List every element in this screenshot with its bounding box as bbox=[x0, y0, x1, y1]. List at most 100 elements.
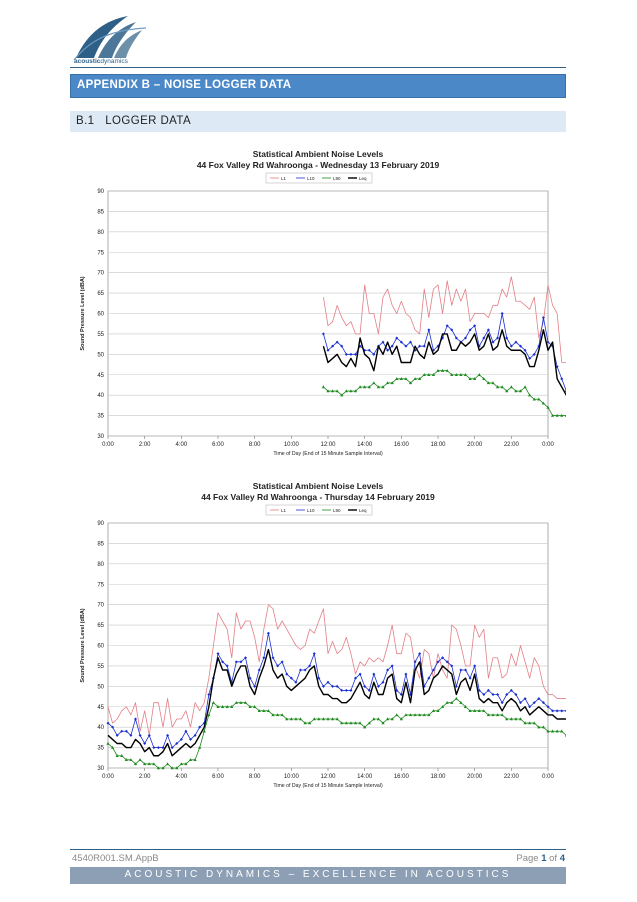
data-point bbox=[298, 717, 303, 721]
data-point bbox=[321, 717, 326, 721]
data-point bbox=[463, 373, 468, 376]
data-point bbox=[106, 741, 110, 745]
data-point bbox=[564, 389, 566, 393]
data-point bbox=[386, 668, 390, 672]
y-tick-label: 70 bbox=[97, 603, 104, 609]
data-point bbox=[248, 705, 252, 708]
data-point bbox=[225, 705, 229, 708]
data-point bbox=[550, 413, 555, 417]
data-point bbox=[207, 713, 211, 717]
data-point bbox=[152, 746, 156, 750]
data-point bbox=[404, 377, 408, 381]
data-point bbox=[404, 672, 408, 676]
data-point bbox=[413, 377, 417, 381]
data-point bbox=[427, 328, 431, 332]
data-point bbox=[156, 746, 160, 750]
data-point bbox=[546, 705, 550, 709]
data-point bbox=[367, 688, 371, 692]
data-point bbox=[330, 389, 335, 393]
data-point bbox=[110, 745, 115, 749]
y-tick-label: 75 bbox=[97, 582, 104, 588]
data-point bbox=[386, 348, 390, 352]
data-point bbox=[289, 717, 293, 721]
data-point bbox=[473, 324, 477, 328]
data-point bbox=[445, 700, 449, 704]
data-point bbox=[495, 385, 500, 389]
y-tick-label: 55 bbox=[97, 332, 104, 338]
data-point bbox=[234, 660, 238, 664]
y-tick-label: 45 bbox=[97, 373, 104, 379]
data-point bbox=[445, 368, 449, 372]
x-tick-label: 22:00 bbox=[504, 774, 520, 780]
series-l90 bbox=[106, 696, 566, 770]
data-point bbox=[184, 762, 188, 766]
y-tick-label: 75 bbox=[97, 250, 104, 256]
data-point bbox=[445, 660, 449, 664]
data-point bbox=[285, 672, 289, 676]
appendix-title: APPENDIX B – NOISE LOGGER DATA bbox=[77, 79, 292, 91]
data-point bbox=[340, 393, 344, 397]
data-point bbox=[486, 381, 491, 385]
data-point bbox=[495, 713, 500, 717]
data-point bbox=[532, 721, 536, 725]
data-point bbox=[376, 717, 381, 721]
data-point bbox=[312, 652, 316, 656]
data-point bbox=[143, 742, 147, 745]
data-point bbox=[138, 733, 142, 737]
x-tick-label: 6:00 bbox=[212, 774, 224, 780]
section-heading: B.1 LOGGER DATA bbox=[76, 115, 192, 127]
data-point bbox=[459, 700, 463, 704]
data-point bbox=[468, 377, 472, 381]
data-point bbox=[335, 684, 339, 688]
x-tick-label: 8:00 bbox=[249, 442, 261, 448]
data-point bbox=[303, 721, 307, 725]
data-point bbox=[532, 352, 536, 356]
data-point bbox=[431, 668, 435, 672]
data-point bbox=[486, 328, 490, 332]
legend-label-l1: L1 bbox=[281, 508, 287, 513]
data-point bbox=[541, 725, 546, 729]
data-point bbox=[491, 340, 495, 344]
data-point bbox=[326, 717, 330, 721]
data-point bbox=[390, 381, 394, 385]
x-tick-label: 12:00 bbox=[320, 774, 336, 780]
data-point bbox=[152, 762, 156, 766]
data-point bbox=[120, 729, 124, 733]
data-point bbox=[404, 344, 408, 348]
data-point bbox=[221, 660, 225, 664]
y-tick-label: 30 bbox=[97, 434, 104, 440]
data-point bbox=[175, 742, 179, 745]
data-point bbox=[395, 377, 399, 381]
chart-title: Statistical Ambient Noise Levels bbox=[253, 481, 384, 491]
y-tick-label: 45 bbox=[97, 705, 104, 711]
data-point bbox=[464, 336, 467, 340]
data-point bbox=[514, 389, 518, 393]
data-point bbox=[514, 340, 518, 344]
data-point bbox=[413, 713, 417, 717]
data-point bbox=[367, 348, 371, 352]
series-line-l1 bbox=[107, 604, 566, 736]
data-point bbox=[473, 377, 477, 381]
data-point bbox=[358, 672, 362, 676]
data-point bbox=[354, 352, 357, 356]
data-point bbox=[381, 721, 385, 725]
data-point bbox=[294, 717, 298, 721]
data-point bbox=[440, 705, 445, 708]
data-point bbox=[464, 668, 467, 672]
data-point bbox=[138, 758, 142, 762]
data-point bbox=[216, 652, 220, 656]
data-point bbox=[175, 766, 179, 770]
data-point bbox=[399, 377, 403, 381]
data-point bbox=[385, 381, 390, 385]
data-point bbox=[528, 705, 532, 709]
y-tick-label: 35 bbox=[97, 746, 104, 752]
x-tick-label: 2:00 bbox=[139, 774, 151, 780]
data-point bbox=[166, 733, 170, 737]
data-point bbox=[409, 340, 412, 344]
data-point bbox=[390, 664, 394, 668]
data-point bbox=[349, 688, 353, 692]
y-axis-label: Sound Pressure Level (dBA) bbox=[80, 276, 86, 350]
series-l1 bbox=[323, 276, 566, 363]
data-point bbox=[344, 389, 348, 393]
